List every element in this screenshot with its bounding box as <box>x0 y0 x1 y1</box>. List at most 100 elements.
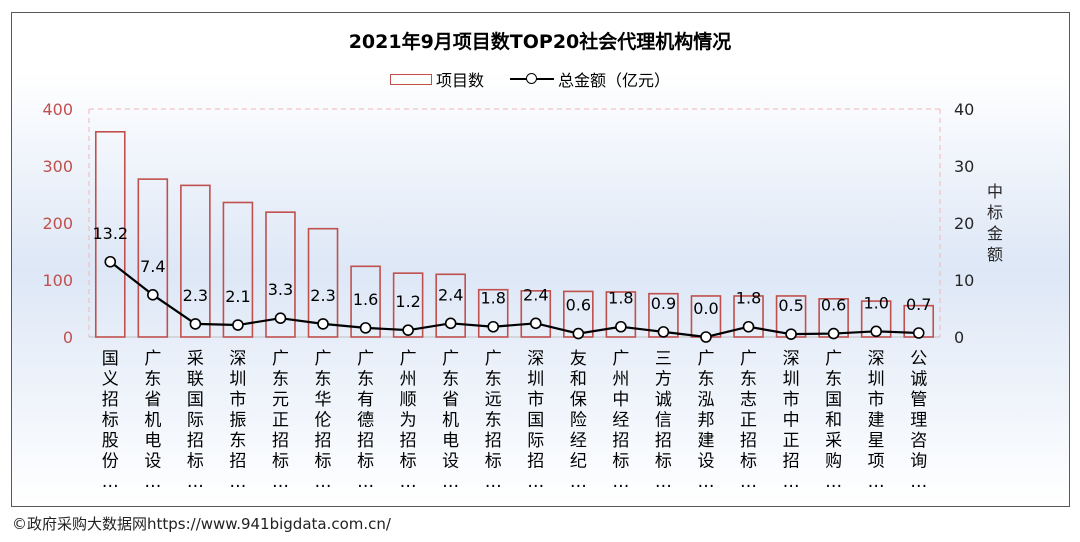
x-tick-label-char: 深 <box>783 349 800 369</box>
x-tick-label-char: 邦 <box>697 411 714 431</box>
x-tick-label-char: 东 <box>315 370 332 390</box>
y2-axis-label-char: 额 <box>987 245 1003 264</box>
line-point <box>657 326 670 338</box>
x-tick-label-char: 东 <box>740 370 757 390</box>
x-tick-label-char: 圳 <box>527 370 544 390</box>
x-tick-label-char: 广 <box>740 349 757 369</box>
x-tick-label-char: 公 <box>910 349 927 369</box>
x-tick-label-char: 深 <box>229 349 246 369</box>
x-tick-label-char: 广 <box>485 349 502 369</box>
x-tick-label-char: 招 <box>272 431 289 451</box>
data-label: 1.8 <box>480 289 505 308</box>
x-tick-label-char: 招 <box>102 390 119 410</box>
y-tick-label: 100 <box>42 271 73 290</box>
x-tick-label-char: 设 <box>697 452 714 472</box>
x-tick-label-char: 采 <box>825 431 842 451</box>
legend-bar-label: 项目数 <box>436 71 485 90</box>
x-tick-label-char: 星 <box>868 431 885 451</box>
line-point <box>104 255 117 268</box>
x-tick-label-char: 和 <box>570 370 587 390</box>
x-tick-label-char: 广 <box>697 349 714 369</box>
x-tick-label-char: … <box>868 472 885 492</box>
x-tick-label-char: 标 <box>315 452 332 472</box>
x-tick-label-char: 诚 <box>910 370 927 390</box>
x-tick-label-char: 购 <box>825 452 842 472</box>
x-tick-label-char: 机 <box>442 411 459 431</box>
x-tick-label-char: 国 <box>825 390 842 410</box>
x-tick-label-char: 远 <box>485 390 502 410</box>
x-tick-label-char: … <box>400 472 417 492</box>
data-label: 1.2 <box>395 292 420 311</box>
x-tick-label-char: 正 <box>272 411 289 431</box>
x-tick-label-char: 纪 <box>570 452 587 472</box>
x-tick-label-char: 振 <box>229 411 246 431</box>
x-tick-label-char: 国 <box>102 349 119 369</box>
x-tick-label-char: 招 <box>655 431 672 451</box>
y-tick-label: 400 <box>42 100 73 119</box>
data-label: 0.7 <box>906 295 931 314</box>
x-tick-label-char: 经 <box>612 411 629 431</box>
data-label: 1.8 <box>608 289 633 308</box>
x-tick-label-char: … <box>655 472 672 492</box>
bar <box>520 290 552 338</box>
x-tick-label-char: 广 <box>272 349 289 369</box>
x-tick-label-char: 建 <box>868 411 885 431</box>
x-tick-label-char: 志 <box>740 390 757 410</box>
x-tick-label-char: 咨 <box>910 431 927 451</box>
bar <box>477 288 509 338</box>
line-point <box>912 327 925 339</box>
y2-axis-label-char: 标 <box>987 203 1003 222</box>
x-tick-label-char: 理 <box>910 411 927 431</box>
x-tick-label-char: 正 <box>783 431 800 451</box>
y2-tick-label: 20 <box>954 214 974 233</box>
x-tick-label-char: 市 <box>229 390 246 410</box>
bar <box>265 211 296 338</box>
x-tick-label-char: … <box>740 472 757 492</box>
y2-tick-label: 40 <box>954 100 974 119</box>
data-label: 1.6 <box>353 290 378 309</box>
y-tick-label: 200 <box>42 214 73 233</box>
x-tick-label-char: 广 <box>144 349 161 369</box>
x-tick-label-char: 招 <box>527 452 544 472</box>
x-tick-label-char: 招 <box>740 431 757 451</box>
line-point <box>785 328 797 340</box>
x-tick-label-char: 标 <box>612 452 629 472</box>
bar <box>733 295 764 338</box>
x-tick-label-char: 招 <box>783 452 800 472</box>
bar <box>222 201 254 338</box>
x-tick-label-char: 经 <box>570 431 587 451</box>
bar <box>137 178 169 338</box>
data-label: 7.4 <box>140 257 165 276</box>
x-tick-label-char: 方 <box>655 370 672 390</box>
legend-line-label: 总金额（亿元） <box>558 71 671 90</box>
data-label: 0.6 <box>566 296 591 315</box>
x-tick-label-char: 险 <box>570 411 587 431</box>
x-tick-label-char: 信 <box>655 411 672 431</box>
x-tick-label-char: 和 <box>825 411 842 431</box>
x-tick-label-char: 圳 <box>868 370 885 390</box>
legend-bar-swatch <box>390 73 432 85</box>
bar <box>605 291 637 338</box>
line-point <box>487 320 500 333</box>
x-tick-label-char: 华 <box>315 390 332 410</box>
chart-title: 2021年9月项目数TOP20社会代理机构情况 <box>348 31 732 53</box>
x-tick-label-char: … <box>485 472 502 492</box>
x-tick-label-char: 招 <box>187 431 204 451</box>
x-tick-label-char: 深 <box>527 349 544 369</box>
x-tick-label-char: 州 <box>400 370 417 390</box>
x-tick-label-char: 标 <box>485 452 502 472</box>
x-tick-label-char: 项 <box>868 452 885 472</box>
x-tick-label-char: 管 <box>910 390 927 410</box>
x-tick-label-char: 元 <box>272 390 289 410</box>
x-tick-label-char: … <box>357 472 374 492</box>
x-tick-label-char: 份 <box>102 452 119 472</box>
x-tick-label-char: 友 <box>570 349 587 369</box>
x-tick-label-char: 招 <box>229 452 246 472</box>
x-tick-label-char: 诚 <box>655 390 672 410</box>
line-point <box>529 317 542 330</box>
data-label: 2.3 <box>310 286 335 305</box>
line-point <box>444 317 457 330</box>
x-tick-label-char: … <box>612 472 629 492</box>
x-tick-label-char: 广 <box>612 349 629 369</box>
legend-line-swatch <box>510 72 555 86</box>
